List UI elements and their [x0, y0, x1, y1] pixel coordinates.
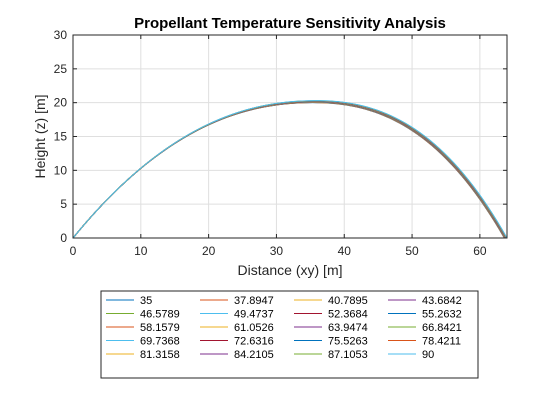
x-tick-label: 10	[134, 244, 148, 258]
legend-label: 78.4211	[422, 336, 461, 348]
legend-item: 52.3684	[294, 309, 368, 321]
legend-item: 75.5263	[294, 336, 368, 348]
legend-item: 49.4737	[200, 309, 274, 321]
legend: 35 37.8947 40.7895 43.6842 46.5789 49.4737 52.…	[100, 290, 479, 379]
legend-item: 81.3158	[106, 349, 180, 361]
legend-label: 69.7368	[140, 336, 180, 348]
legend-label: 75.5263	[328, 336, 368, 348]
legend-item: 61.0526	[200, 322, 274, 334]
y-axis-title: Height (z) [m]	[32, 94, 48, 178]
x-tick-label: 50	[405, 244, 419, 258]
legend-item: 90	[388, 349, 434, 361]
legend-label: 46.5789	[140, 309, 180, 321]
x-tick-label: 20	[202, 244, 216, 258]
legend-item: 66.8421	[388, 322, 462, 334]
x-tick-label: 30	[270, 244, 284, 258]
legend-items: 35 37.8947 40.7895 43.6842 46.5789 49.4737 52.…	[106, 295, 462, 361]
chart-title: Propellant Temperature Sensitivity Analy…	[134, 15, 446, 32]
legend-label: 40.7895	[328, 295, 368, 307]
y-tick-label: 30	[54, 28, 68, 42]
legend-label: 37.8947	[234, 295, 274, 307]
legend-label: 43.6842	[422, 295, 462, 307]
legend-item: 55.2632	[388, 309, 462, 321]
y-tick-label: 25	[54, 62, 68, 76]
legend-item: 69.7368	[106, 336, 180, 348]
legend-label: 35	[140, 295, 152, 307]
legend-item: 35	[106, 295, 152, 307]
y-tick-label: 5	[60, 197, 67, 211]
legend-label: 49.4737	[234, 309, 274, 321]
legend-label: 61.0526	[234, 322, 274, 334]
legend-box	[100, 290, 479, 379]
x-tick-label: 0	[70, 244, 77, 258]
legend-item: 72.6316	[200, 336, 274, 348]
legend-item: 84.2105	[200, 349, 274, 361]
legend-label: 90	[422, 349, 434, 361]
legend-label: 55.2632	[422, 309, 462, 321]
legend-label: 87.1053	[328, 349, 368, 361]
legend-item: 46.5789	[106, 309, 180, 321]
legend-label: 63.9474	[328, 322, 368, 334]
y-tick-label: 20	[54, 96, 68, 110]
legend-label: 58.1579	[140, 322, 180, 334]
y-tick-label: 0	[60, 231, 67, 245]
legend-item: 40.7895	[294, 295, 368, 307]
y-tick-label: 15	[54, 130, 68, 144]
legend-label: 72.6316	[234, 336, 274, 348]
x-axis-title: Distance (xy) [m]	[237, 262, 342, 278]
axis-ticks: 0 10 20 30 40 50 60 0 5 10 15 20 25 30	[54, 28, 507, 258]
series-lines	[72, 100, 508, 239]
legend-label: 66.8421	[422, 322, 462, 334]
legend-label: 84.2105	[234, 349, 274, 361]
y-tick-label: 10	[54, 163, 68, 177]
legend-item: 87.1053	[294, 349, 368, 361]
legend-label: 52.3684	[328, 309, 368, 321]
legend-item: 37.8947	[200, 295, 274, 307]
legend-label: 81.3158	[140, 349, 180, 361]
legend-item: 78.4211	[388, 336, 461, 348]
legend-item: 43.6842	[388, 295, 462, 307]
x-tick-label: 40	[338, 244, 352, 258]
legend-item: 58.1579	[106, 322, 180, 334]
legend-item: 63.9474	[294, 322, 368, 334]
series-line-90	[72, 100, 508, 239]
x-tick-label: 60	[473, 244, 487, 258]
